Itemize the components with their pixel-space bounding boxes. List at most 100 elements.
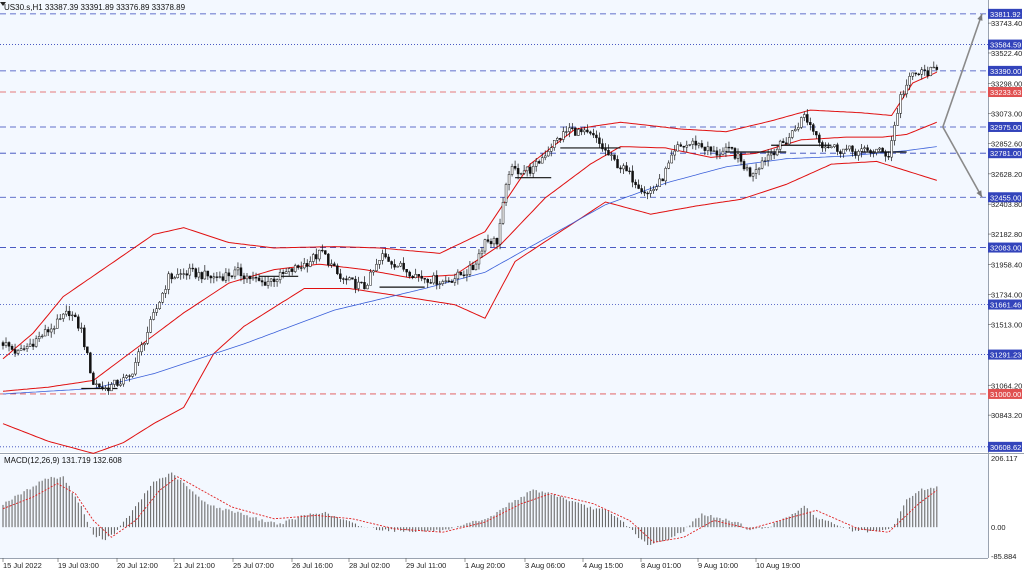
candle-body <box>528 166 532 174</box>
candle-body <box>339 273 342 279</box>
candle-body <box>393 264 396 268</box>
candle-body <box>824 146 827 149</box>
time-axis: 15 Jul 2022 19 Jul 03:00 20 Jul 12:00 21 Ju… <box>2 558 800 570</box>
candle-body <box>676 144 680 152</box>
candle-body <box>580 129 583 133</box>
candle-body <box>10 346 14 350</box>
candle-body <box>390 261 393 265</box>
candle-body <box>634 181 637 186</box>
candle-body <box>619 167 622 170</box>
candle-body <box>137 351 140 363</box>
candle-body <box>22 348 26 350</box>
candle-body <box>932 66 936 69</box>
candle-body <box>43 329 47 337</box>
candle-body <box>417 274 420 277</box>
candle-body <box>414 274 417 278</box>
candle-body <box>92 372 95 385</box>
candle-body <box>185 273 189 276</box>
candle-body <box>269 278 273 282</box>
candle-body <box>733 148 737 159</box>
candle-body <box>712 150 716 152</box>
candle-body <box>531 166 535 174</box>
candle-body <box>152 312 155 320</box>
candle-body <box>218 276 222 278</box>
level-tag-label: 31661.46 <box>990 301 1021 310</box>
candle-body <box>592 133 595 136</box>
candle-body <box>209 275 213 279</box>
macd-header: MACD(12,26,9) 131.719 132.608 <box>4 456 122 465</box>
price-tick-label: 31734.00 <box>991 291 1022 300</box>
candle-body <box>670 154 673 164</box>
candle-body <box>474 263 478 271</box>
candle-body <box>360 281 363 284</box>
candle-body <box>299 267 303 269</box>
candle-body <box>351 277 354 280</box>
candle-body <box>658 178 661 187</box>
symbol-menu-icon[interactable] <box>0 2 6 6</box>
candle-body <box>435 275 439 285</box>
candle-body <box>616 159 619 169</box>
candle-body <box>257 277 261 281</box>
candle-body <box>384 253 387 258</box>
candle-body <box>736 153 740 159</box>
candle-body <box>772 152 776 156</box>
candle-body <box>920 69 924 75</box>
candle-body <box>763 160 767 162</box>
candle-body <box>480 250 484 255</box>
price-tick-label: 32403.80 <box>991 200 1022 209</box>
candle-body <box>757 167 761 170</box>
candle-body <box>321 249 324 252</box>
candle-body <box>553 140 556 148</box>
candle-body <box>327 253 330 266</box>
time-tick-label: 9 Aug 10:00 <box>698 561 738 570</box>
candle-body <box>251 277 255 280</box>
candle-body <box>806 114 809 123</box>
time-tick-label: 20 Jul 12:00 <box>117 561 158 570</box>
candle-body <box>432 275 436 284</box>
level-price-tags: 33811.92 33584.59 33390.00 33233.63 32975.00… <box>988 8 1022 452</box>
candle-body <box>709 146 713 152</box>
candle-body <box>438 283 442 285</box>
candle-body <box>284 271 288 274</box>
candle-body <box>34 338 38 347</box>
candle-body <box>369 271 372 286</box>
level-tag-label: 32083.00 <box>990 244 1021 253</box>
level-tag-label: 33233.63 <box>990 88 1021 97</box>
candle-body <box>230 275 234 277</box>
candle-body <box>800 117 803 128</box>
candle-body <box>935 66 939 70</box>
candle-body <box>700 143 704 148</box>
candle-body <box>673 150 676 156</box>
candle-body <box>348 277 351 281</box>
price-tick-label: 31958.40 <box>991 260 1022 269</box>
candle-body <box>315 254 318 260</box>
candle-body <box>95 383 98 385</box>
candle-body <box>89 352 92 374</box>
candle-body <box>122 377 125 385</box>
projection-line <box>942 126 983 198</box>
candle-body <box>245 275 249 280</box>
candle-body <box>345 278 348 281</box>
candle-body <box>543 155 547 158</box>
candle-body <box>113 379 116 385</box>
candle-body <box>342 278 345 280</box>
candle-body <box>381 253 384 261</box>
candle-body <box>812 124 815 132</box>
candle-body <box>833 144 836 147</box>
candle-body <box>652 189 655 192</box>
candle-body <box>495 237 499 245</box>
price-tick-label: 33298.00 <box>991 79 1022 88</box>
candle-body <box>182 273 185 275</box>
candle-body <box>468 265 472 275</box>
candle-body <box>194 268 198 278</box>
candle-body <box>13 349 17 354</box>
macd-panel-background <box>0 455 988 558</box>
candle-body <box>519 173 523 175</box>
candle-body <box>637 184 640 189</box>
candle-body <box>908 75 911 86</box>
candle-body <box>281 271 285 274</box>
candle-body <box>787 137 791 145</box>
time-tick-label: 25 Jul 07:00 <box>233 561 274 570</box>
level-tag-label: 32975.00 <box>990 123 1021 132</box>
candle-body <box>781 140 785 143</box>
